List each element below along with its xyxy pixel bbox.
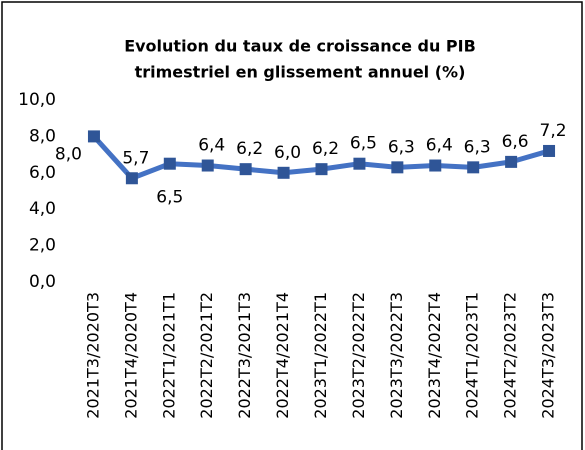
x-tick-label: 2023T2/2022T2 (349, 292, 368, 419)
data-label: 6,4 (426, 136, 453, 156)
data-marker (505, 155, 518, 168)
x-tick-label: 2024T1/2023T1 (463, 292, 482, 419)
data-label: 6,6 (502, 132, 529, 152)
data-marker (163, 157, 176, 170)
data-label: 8,0 (55, 144, 82, 164)
x-tick-label: 2024T3/2023T3 (539, 292, 558, 419)
y-tick-label: 0,0 (29, 272, 56, 292)
x-tick-label: 2022T4/2021T4 (273, 292, 292, 419)
data-label: 5,7 (122, 148, 149, 168)
x-tick-label: 2021T3/2020T3 (83, 292, 102, 419)
x-tick-label: 2022T2/2021T2 (197, 292, 216, 419)
data-marker (353, 157, 366, 170)
y-tick-label: 8,0 (29, 126, 56, 146)
y-tick-label: 2,0 (29, 236, 56, 256)
data-marker (467, 161, 480, 174)
data-marker (87, 130, 100, 143)
data-marker (125, 172, 138, 185)
data-marker (391, 161, 404, 174)
x-tick-label: 2023T1/2022T1 (311, 292, 330, 419)
x-tick-label: 2023T4/2022T4 (425, 292, 444, 419)
chart-title: Evolution du taux de croissance du PIB (124, 37, 476, 56)
y-tick-label: 4,0 (29, 199, 56, 219)
data-label: 7,2 (540, 121, 567, 141)
x-tick-label: 2022T3/2021T3 (235, 292, 254, 419)
data-marker (315, 163, 328, 176)
data-label: 6,5 (156, 188, 183, 208)
x-tick-label: 2021T4/2020T4 (121, 292, 140, 419)
data-label: 6,2 (312, 139, 339, 159)
x-tick-label: 2023T3/2022T3 (387, 292, 406, 419)
data-label: 6,5 (350, 134, 377, 154)
data-marker (429, 159, 442, 172)
data-label: 6,0 (274, 143, 301, 163)
x-tick-label: 2024T2/2023T2 (501, 292, 520, 419)
data-marker (239, 163, 252, 176)
data-marker (543, 144, 556, 157)
y-tick-label: 6,0 (29, 163, 56, 183)
chart-title: trimestriel en glissement annuel (%) (135, 63, 466, 82)
data-marker (201, 159, 214, 172)
y-tick-label: 10,0 (18, 90, 56, 110)
data-label: 6,2 (236, 139, 263, 159)
data-marker (277, 166, 290, 179)
data-label: 6,3 (388, 137, 415, 157)
x-tick-label: 2022T1/2021T1 (159, 292, 178, 419)
data-label: 6,4 (198, 136, 225, 156)
data-label: 6,3 (464, 137, 491, 157)
